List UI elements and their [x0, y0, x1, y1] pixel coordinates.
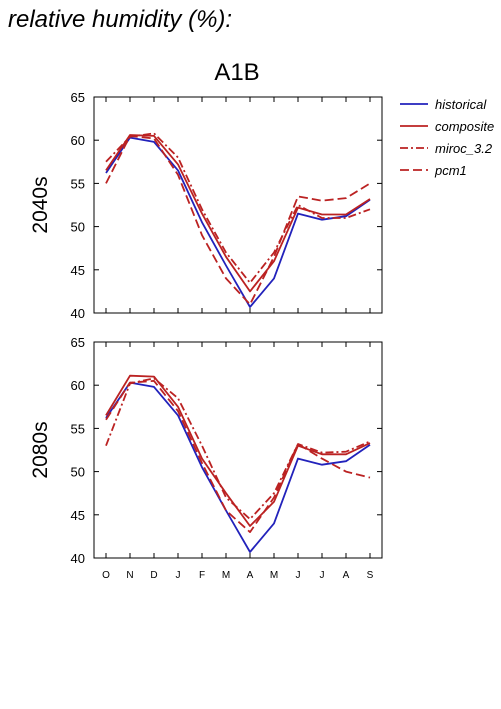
series-line-miroc-3-2	[105, 132, 371, 284]
y-tick-label: 45	[71, 508, 85, 523]
figure-title: relative humidity (%):	[8, 6, 232, 33]
y-tick-label: 40	[71, 551, 85, 566]
legend: historical composite miroc_3.2 pcm1	[400, 97, 494, 178]
x-tick-label: D	[150, 570, 157, 581]
y-tick-label: 55	[71, 176, 85, 191]
legend-label: pcm1	[434, 163, 467, 178]
series-line-miroc-3-2	[105, 377, 371, 520]
y-tick-label: 65	[71, 335, 85, 350]
legend-label: historical	[435, 97, 487, 112]
series-line-composite	[105, 374, 371, 527]
x-tick-label: J	[296, 570, 301, 581]
row-label: 2040s	[29, 176, 52, 233]
x-tick-label: S	[367, 570, 374, 581]
x-tick-label: A	[343, 570, 350, 581]
plot-frame	[93, 341, 383, 559]
y-tick-label: 50	[71, 220, 85, 235]
y-tick-label: 55	[71, 421, 85, 436]
y-tick-label: 65	[71, 90, 85, 105]
x-tick-label: J	[320, 570, 325, 581]
series-line-historical	[105, 381, 371, 553]
scenario-title: A1B	[214, 59, 259, 86]
y-tick-label: 45	[71, 263, 85, 278]
series-line-pcm1	[105, 379, 371, 533]
y-tick-label: 60	[71, 378, 85, 393]
x-tick-label: A	[247, 570, 254, 581]
legend-label: composite	[435, 119, 494, 134]
x-tick-label: F	[199, 570, 205, 581]
legend-label: miroc_3.2	[435, 141, 493, 156]
series-line-historical	[105, 136, 371, 308]
y-tick-label: 50	[71, 465, 85, 480]
series-line-pcm1	[105, 134, 371, 306]
x-tick-label: M	[222, 570, 230, 581]
x-tick-label: O	[102, 570, 110, 581]
panel-2040s: 40 45 50 55 60 65 2040s	[29, 90, 383, 321]
y-tick-label: 60	[71, 133, 85, 148]
plot-frame	[93, 96, 383, 314]
x-tick-label: J	[176, 570, 181, 581]
row-label: 2080s	[29, 421, 52, 478]
x-tick-label: M	[270, 570, 278, 581]
series-line-composite	[105, 134, 371, 293]
x-tick-label: N	[126, 570, 133, 581]
panel-2080s: 40 45 50 55 60 65 O N D J F M A M J J A S 2080s	[29, 335, 383, 581]
y-tick-label: 40	[71, 306, 85, 321]
